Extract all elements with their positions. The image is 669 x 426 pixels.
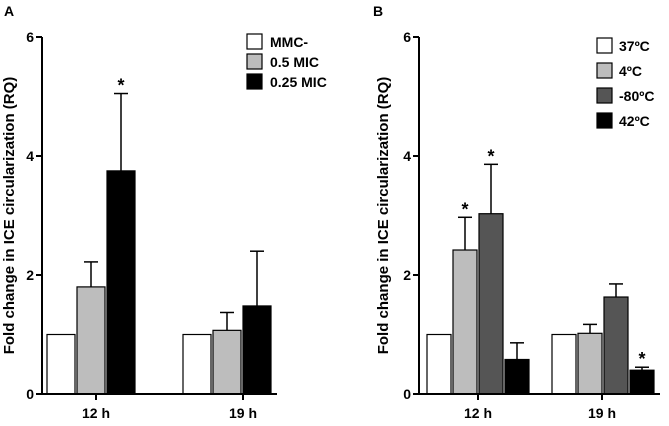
significance-mark: *: [638, 349, 645, 369]
y-tick-label: 6: [403, 29, 411, 45]
panel-letter: B: [373, 3, 383, 19]
bar: [426, 333, 452, 395]
bar: [106, 170, 136, 395]
legend-swatch: [246, 33, 263, 50]
x-category-label: 19 h: [229, 405, 257, 421]
legend-label: 4ºC: [619, 63, 642, 79]
bar: [46, 333, 76, 395]
bar: [577, 332, 603, 395]
bar: [478, 213, 504, 395]
bar: [504, 358, 530, 395]
legend-label: 0.25 MIC: [270, 74, 327, 90]
bar: [452, 249, 478, 395]
legend-swatch: [246, 73, 263, 90]
panel-a: A Fold change in ICE circularization (RQ)…: [1, 3, 327, 421]
y-tick-label: 2: [403, 267, 411, 283]
bar: [182, 333, 212, 395]
legend-label: MMC-: [270, 34, 308, 50]
bar: [76, 286, 106, 395]
y-axis-label: Fold change in ICE circularization (RQ): [1, 77, 18, 355]
legend-label: 42ºC: [619, 113, 650, 129]
legend-swatch: [246, 53, 263, 70]
bar: [551, 333, 577, 395]
panel-b: B Fold change in ICE circularization (RQ)…: [373, 3, 660, 421]
x-category-label: 12 h: [464, 405, 492, 421]
y-tick-label: 0: [403, 386, 411, 402]
significance-mark: *: [461, 199, 468, 219]
legend-label: 0.5 MIC: [270, 54, 319, 70]
x-category-label: 12 h: [82, 405, 110, 421]
bar: [212, 329, 242, 395]
y-tick-label: 4: [403, 148, 411, 164]
legend-swatch: [596, 112, 613, 129]
legend-swatch: [596, 62, 613, 79]
y-tick-label: 2: [26, 267, 34, 283]
x-category-label: 19 h: [588, 405, 616, 421]
legend-swatch: [596, 87, 613, 104]
y-tick-label: 0: [26, 386, 34, 402]
significance-mark: *: [487, 146, 494, 166]
bar: [603, 296, 629, 395]
bar: [629, 369, 655, 395]
y-tick-label: 6: [26, 29, 34, 45]
y-tick-label: 4: [26, 148, 34, 164]
legend-label: 37ºC: [619, 38, 650, 54]
significance-mark: *: [117, 76, 124, 96]
legend-label: -80ºC: [619, 88, 654, 104]
y-axis-label: Fold change in ICE circularization (RQ): [375, 77, 392, 355]
panel-letter: A: [4, 3, 14, 19]
bar: [242, 305, 272, 395]
legend-swatch: [596, 37, 613, 54]
